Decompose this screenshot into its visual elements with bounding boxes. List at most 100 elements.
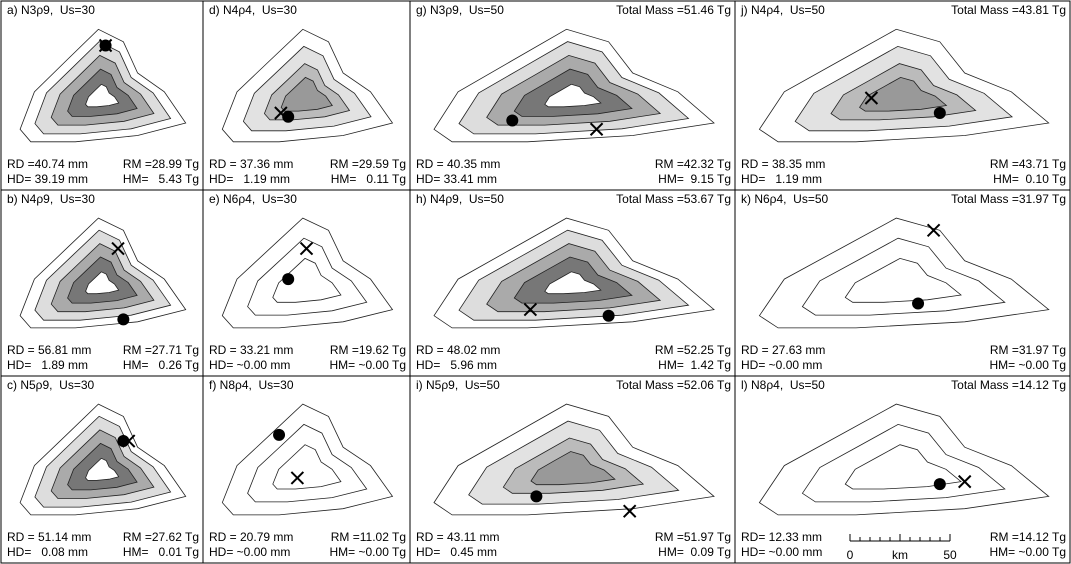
max-cross (523, 302, 538, 317)
hm: HM= 0.09 Tg (658, 545, 731, 559)
scale-start: 0 (847, 548, 854, 562)
rm: RM =31.97 Tg (990, 343, 1066, 357)
max-dot (912, 297, 925, 310)
max-cross (98, 38, 113, 53)
rd: RD = 20.79 mm (209, 530, 293, 544)
max-dot (933, 107, 946, 119)
contour (544, 271, 602, 295)
rd: RD = 33.21 mm (209, 343, 293, 357)
max-dot (117, 313, 130, 326)
panel-label: g) N3ρ9, Us=50 (416, 3, 504, 17)
max-cross (926, 223, 941, 238)
panel-label: a) N3ρ9, Us=30 (7, 3, 95, 17)
hm: HM= 1.42 Tg (658, 358, 731, 372)
hm: HM= 0.26 Tg (123, 358, 199, 372)
panel-label: k) N6ρ4, Us=50 (741, 192, 829, 206)
max-dot (282, 273, 295, 286)
panel-label: f) N8ρ4, Us=30 (209, 378, 294, 392)
hd: HD= ~0.00 mm (741, 358, 822, 372)
contour (272, 444, 342, 490)
rd: RD = 56.81 mm (7, 343, 91, 357)
hd: HD= 1.19 mm (209, 172, 290, 186)
total-mass: Total Mass =52.06 Tg (616, 378, 731, 392)
rm: RM =52.25 Tg (655, 343, 731, 357)
total-mass: Total Mass =14.12 Tg (951, 378, 1066, 392)
contour (85, 83, 120, 108)
max-cross (864, 91, 879, 105)
rd: RD =40.74 mm (7, 157, 88, 171)
panel-label: l) N8ρ4, Us=50 (741, 378, 825, 392)
hd: HD= 33.41 mm (416, 172, 497, 186)
hm: HM= ~0.00 Tg (330, 545, 407, 559)
contour (85, 271, 120, 295)
total-mass: Total Mass =31.97 Tg (951, 192, 1066, 206)
rm: RM =14.12 Tg (990, 530, 1066, 544)
max-dot (933, 478, 946, 491)
hd: HD= ~0.00 mm (209, 358, 290, 372)
max-cross (274, 106, 288, 120)
max-dot (273, 428, 286, 441)
rd: RD = 43.11 mm (416, 530, 499, 544)
hd: HD= ~0.00 mm (209, 545, 290, 559)
rm: RM =11.02 Tg (331, 530, 406, 544)
hm: HM= ~0.00 Tg (330, 358, 407, 372)
contour (272, 257, 342, 303)
max-cross (290, 471, 305, 485)
scale-unit: km (892, 548, 908, 562)
rm: RM =29.59 Tg (330, 157, 406, 171)
rm: RM =27.71 Tg (123, 343, 199, 357)
contour (844, 444, 962, 490)
contour (85, 457, 120, 481)
panel-label: d) N4ρ4, Us=30 (209, 3, 297, 17)
hm: HM= ~0.00 Tg (990, 545, 1067, 559)
total-mass: Total Mass =51.46 Tg (616, 3, 731, 17)
rm: RM =27.62 Tg (123, 530, 199, 544)
max-dot (602, 309, 615, 322)
contour (544, 83, 602, 108)
rd: RD = 27.63 mm (741, 343, 825, 357)
panel-label: c) N5ρ9, Us=30 (7, 378, 95, 392)
total-mass: Total Mass =43.81 Tg (951, 3, 1066, 17)
hd: HD= ~0.00 mm (741, 545, 822, 559)
max-cross (589, 122, 604, 136)
rd: RD = 48.02 mm (416, 343, 500, 357)
contour (859, 76, 948, 112)
max-cross (622, 504, 637, 518)
max-dot (530, 490, 543, 503)
panel-label: i) N5ρ9, Us=50 (416, 378, 500, 392)
rd: RD = 37.36 mm (209, 157, 293, 171)
hm: HM= 0.01 Tg (123, 545, 199, 559)
contour (280, 76, 333, 112)
scale-end: 50 (943, 548, 957, 562)
rd: RD = 51.14 mm (7, 530, 91, 544)
hm: HM= 0.11 Tg (331, 172, 406, 186)
hd: HD= 0.08 mm (7, 545, 88, 559)
rm: RM =28.99 Tg (123, 157, 199, 171)
rm: RM =19.62 Tg (330, 343, 406, 357)
hd: HD= 1.89 mm (7, 358, 88, 372)
rm: RM =51.97 Tg (655, 530, 731, 544)
hm: HM= 5.43 Tg (123, 172, 199, 186)
max-cross (121, 434, 136, 448)
max-cross (957, 474, 972, 489)
panel-frame (734, 375, 1071, 564)
hd: HD= 5.96 mm (416, 358, 497, 372)
panel-label: e) N6ρ4, Us=30 (209, 192, 297, 206)
hd: HD= 1.19 mm (741, 172, 822, 186)
panel-label: h) N4ρ9, Us=50 (416, 192, 504, 206)
hm: HM= 9.15 Tg (658, 172, 731, 186)
total-mass: Total Mass =53.67 Tg (616, 192, 731, 206)
hd: HD= 0.45 mm (416, 545, 497, 559)
max-dot (282, 110, 295, 123)
hm: HM= ~0.00 Tg (990, 358, 1067, 372)
hm: HM= 0.10 Tg (993, 172, 1066, 186)
max-cross (299, 241, 314, 256)
rd: RD = 38.35 mm (741, 157, 825, 171)
max-cross (111, 241, 125, 256)
panel-label: j) N4ρ4, Us=50 (740, 3, 825, 17)
max-dot (506, 114, 519, 127)
rd: RD= 12.33 mm (741, 530, 822, 544)
contour (844, 257, 962, 303)
rm: RM =42.32 Tg (655, 157, 731, 171)
